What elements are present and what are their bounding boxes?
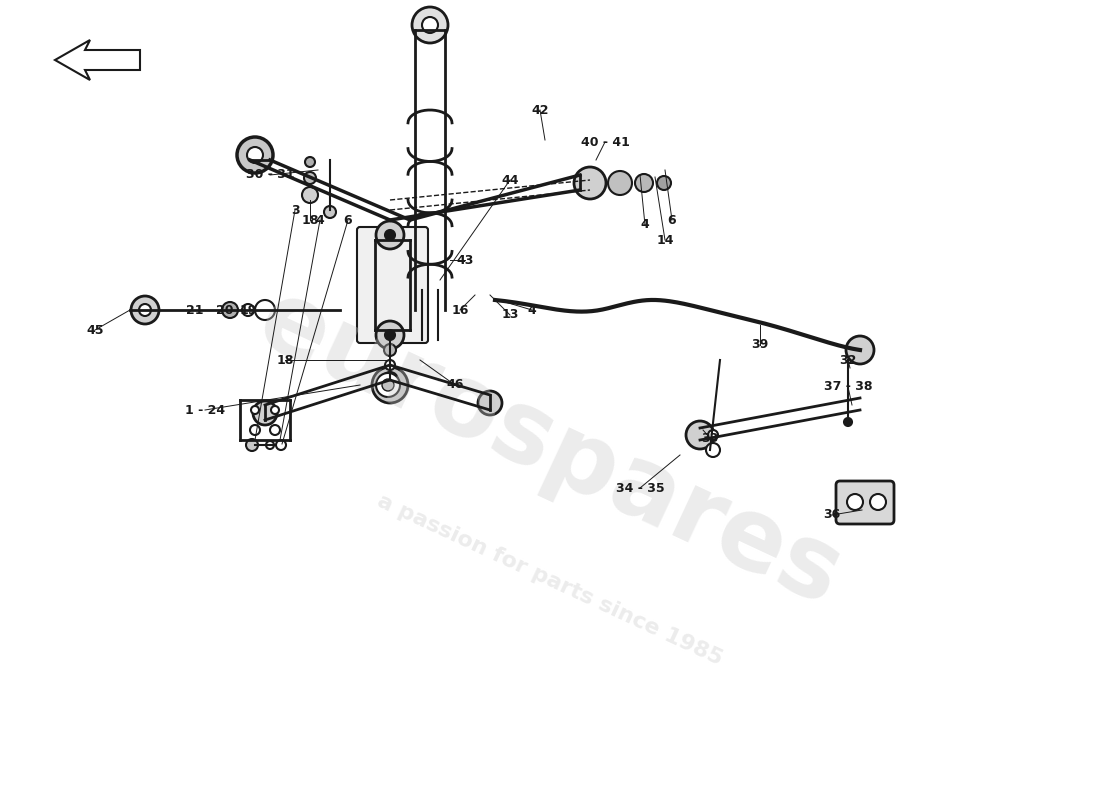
Circle shape xyxy=(844,418,852,426)
Text: 36: 36 xyxy=(824,509,840,522)
Circle shape xyxy=(270,425,280,435)
Text: 34 - 35: 34 - 35 xyxy=(616,482,664,494)
Circle shape xyxy=(251,406,258,414)
Circle shape xyxy=(271,406,279,414)
Text: 39: 39 xyxy=(751,338,769,351)
Text: 1 - 24: 1 - 24 xyxy=(185,403,226,417)
Text: 4: 4 xyxy=(316,214,324,226)
Circle shape xyxy=(686,421,714,449)
Text: 6: 6 xyxy=(668,214,676,226)
Circle shape xyxy=(266,441,274,449)
Text: 3: 3 xyxy=(290,203,299,217)
Text: 44: 44 xyxy=(502,174,519,186)
Circle shape xyxy=(248,147,263,163)
Circle shape xyxy=(302,187,318,203)
Circle shape xyxy=(385,330,395,340)
Circle shape xyxy=(253,401,277,425)
Circle shape xyxy=(246,439,258,451)
Circle shape xyxy=(255,300,275,320)
Circle shape xyxy=(608,171,632,195)
Circle shape xyxy=(242,304,254,316)
Text: 4: 4 xyxy=(640,218,649,231)
Circle shape xyxy=(250,425,260,435)
Text: 18: 18 xyxy=(301,214,319,226)
Circle shape xyxy=(422,17,438,33)
Text: 45: 45 xyxy=(86,323,103,337)
Circle shape xyxy=(131,296,160,324)
Circle shape xyxy=(382,379,394,391)
Circle shape xyxy=(372,367,408,403)
FancyBboxPatch shape xyxy=(358,227,428,343)
Circle shape xyxy=(324,206,336,218)
Circle shape xyxy=(385,230,395,240)
Circle shape xyxy=(376,221,404,249)
Circle shape xyxy=(305,157,315,167)
Circle shape xyxy=(382,372,398,388)
Text: 43: 43 xyxy=(456,254,474,266)
Text: 33: 33 xyxy=(702,431,718,445)
FancyBboxPatch shape xyxy=(836,481,894,524)
Circle shape xyxy=(412,7,448,43)
Circle shape xyxy=(236,137,273,173)
Text: 32: 32 xyxy=(839,354,857,366)
Text: 14: 14 xyxy=(657,234,673,246)
Circle shape xyxy=(706,443,721,457)
Circle shape xyxy=(574,167,606,199)
Text: 42: 42 xyxy=(531,103,549,117)
Circle shape xyxy=(376,321,404,349)
Text: 18: 18 xyxy=(276,354,294,366)
Circle shape xyxy=(139,304,151,316)
Circle shape xyxy=(846,336,874,364)
Circle shape xyxy=(382,377,398,393)
Text: 21: 21 xyxy=(186,303,204,317)
Circle shape xyxy=(708,430,718,440)
Circle shape xyxy=(384,344,396,356)
Circle shape xyxy=(657,176,671,190)
Text: 20: 20 xyxy=(217,303,233,317)
Circle shape xyxy=(222,302,238,318)
Text: 46: 46 xyxy=(447,378,464,391)
Circle shape xyxy=(304,172,316,184)
Circle shape xyxy=(635,174,653,192)
Circle shape xyxy=(276,440,286,450)
Text: 4: 4 xyxy=(528,303,537,317)
Text: 6: 6 xyxy=(343,214,352,226)
Text: 13: 13 xyxy=(502,309,519,322)
Text: 40 - 41: 40 - 41 xyxy=(581,135,629,149)
Text: a passion for parts since 1985: a passion for parts since 1985 xyxy=(374,491,726,669)
Text: eurospares: eurospares xyxy=(243,273,857,627)
Circle shape xyxy=(478,391,502,415)
Text: 16: 16 xyxy=(451,303,469,317)
Circle shape xyxy=(376,373,400,397)
Text: 19: 19 xyxy=(240,303,256,317)
Text: 30 - 31: 30 - 31 xyxy=(245,169,295,182)
Circle shape xyxy=(847,494,864,510)
Circle shape xyxy=(870,494,886,510)
Circle shape xyxy=(385,360,395,370)
Text: 37 - 38: 37 - 38 xyxy=(824,381,872,394)
